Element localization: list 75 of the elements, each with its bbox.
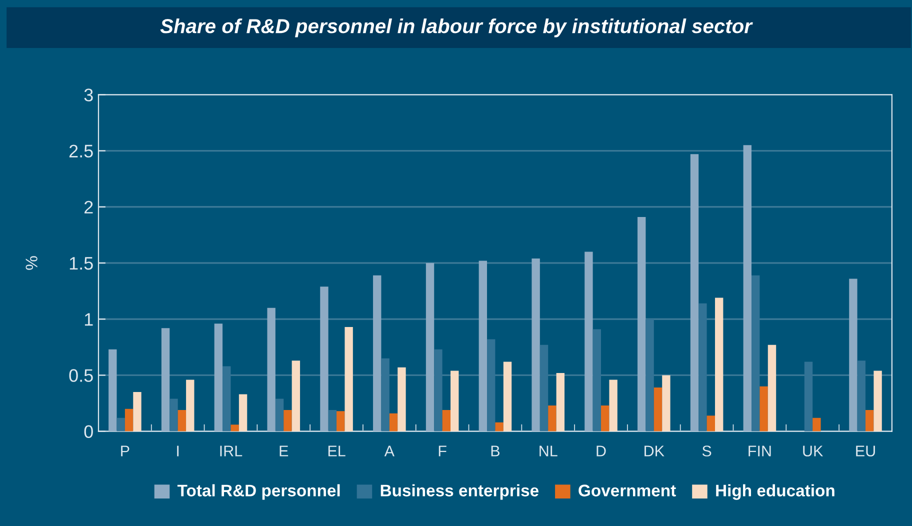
bar (116, 418, 125, 432)
bar (373, 275, 382, 432)
bar (690, 154, 699, 432)
x-tick-label: D (596, 446, 606, 456)
x-tick-label: FIN (748, 446, 771, 456)
x-tick-label: S (702, 446, 712, 456)
bar (124, 408, 134, 432)
bar (178, 410, 186, 432)
bar (584, 252, 593, 432)
bar (865, 410, 874, 432)
bar (389, 413, 398, 432)
bar (715, 298, 724, 432)
bar (336, 411, 345, 432)
x-tick-label: DK (644, 446, 664, 456)
bar (760, 386, 768, 432)
bar (495, 422, 504, 432)
legend-label: Business enterprise (380, 484, 539, 500)
bar (556, 372, 565, 432)
bar (161, 328, 170, 432)
y-tick-label: 3 (84, 88, 93, 102)
bar (662, 375, 670, 432)
bar (478, 260, 488, 432)
legend-label: Government (578, 484, 676, 496)
y-tick-label: 1 (84, 313, 93, 326)
bar (230, 424, 239, 432)
bar (601, 406, 610, 432)
bar (108, 349, 117, 432)
x-tick-label: E (280, 446, 288, 456)
x-tick-label: EL (328, 446, 346, 456)
bar (812, 418, 821, 432)
bar (284, 410, 292, 432)
bar (743, 145, 752, 432)
bar (320, 286, 328, 432)
bar (214, 324, 223, 432)
bar (328, 410, 337, 432)
bar (609, 380, 618, 432)
y-tick-label: 0.5 (69, 369, 93, 382)
bar (275, 398, 284, 432)
bar (450, 370, 459, 432)
bar (849, 278, 858, 432)
bar (344, 326, 353, 432)
bar (170, 398, 178, 432)
bar (874, 370, 882, 432)
bar (133, 392, 142, 432)
legend-label: Total R&D personnel (177, 484, 340, 500)
bar (442, 410, 451, 432)
bar (638, 216, 646, 432)
bar (532, 258, 540, 432)
bar (768, 344, 776, 432)
y-tick-label: 2.5 (69, 144, 93, 158)
bar (398, 367, 406, 432)
x-tick-label: NL (540, 446, 558, 456)
x-tick-label: B (491, 446, 500, 456)
bar (186, 380, 194, 432)
bar (548, 406, 556, 432)
x-tick-label: UK (803, 446, 824, 456)
bar (238, 394, 248, 432)
x-tick-label: IRL (220, 446, 242, 456)
x-tick-label: I (177, 446, 179, 456)
y-axis-title: % (26, 256, 38, 270)
bar (503, 362, 512, 432)
bar (654, 388, 662, 432)
legend-label: High education (716, 484, 834, 500)
x-tick-label: P (121, 446, 130, 456)
chart-title: Share of R&D personnel in labour force by institutional sector (160, 18, 753, 38)
bar (706, 416, 715, 432)
x-tick-label: F (438, 446, 446, 456)
y-tick-label: 1.5 (70, 257, 93, 270)
bar (267, 308, 276, 432)
x-tick-label: EU (856, 446, 875, 456)
y-tick-label: 0 (84, 425, 93, 438)
bar (426, 263, 434, 432)
y-tick-label: 2 (84, 200, 93, 214)
bar (292, 360, 300, 432)
x-tick-label: A (384, 446, 394, 456)
